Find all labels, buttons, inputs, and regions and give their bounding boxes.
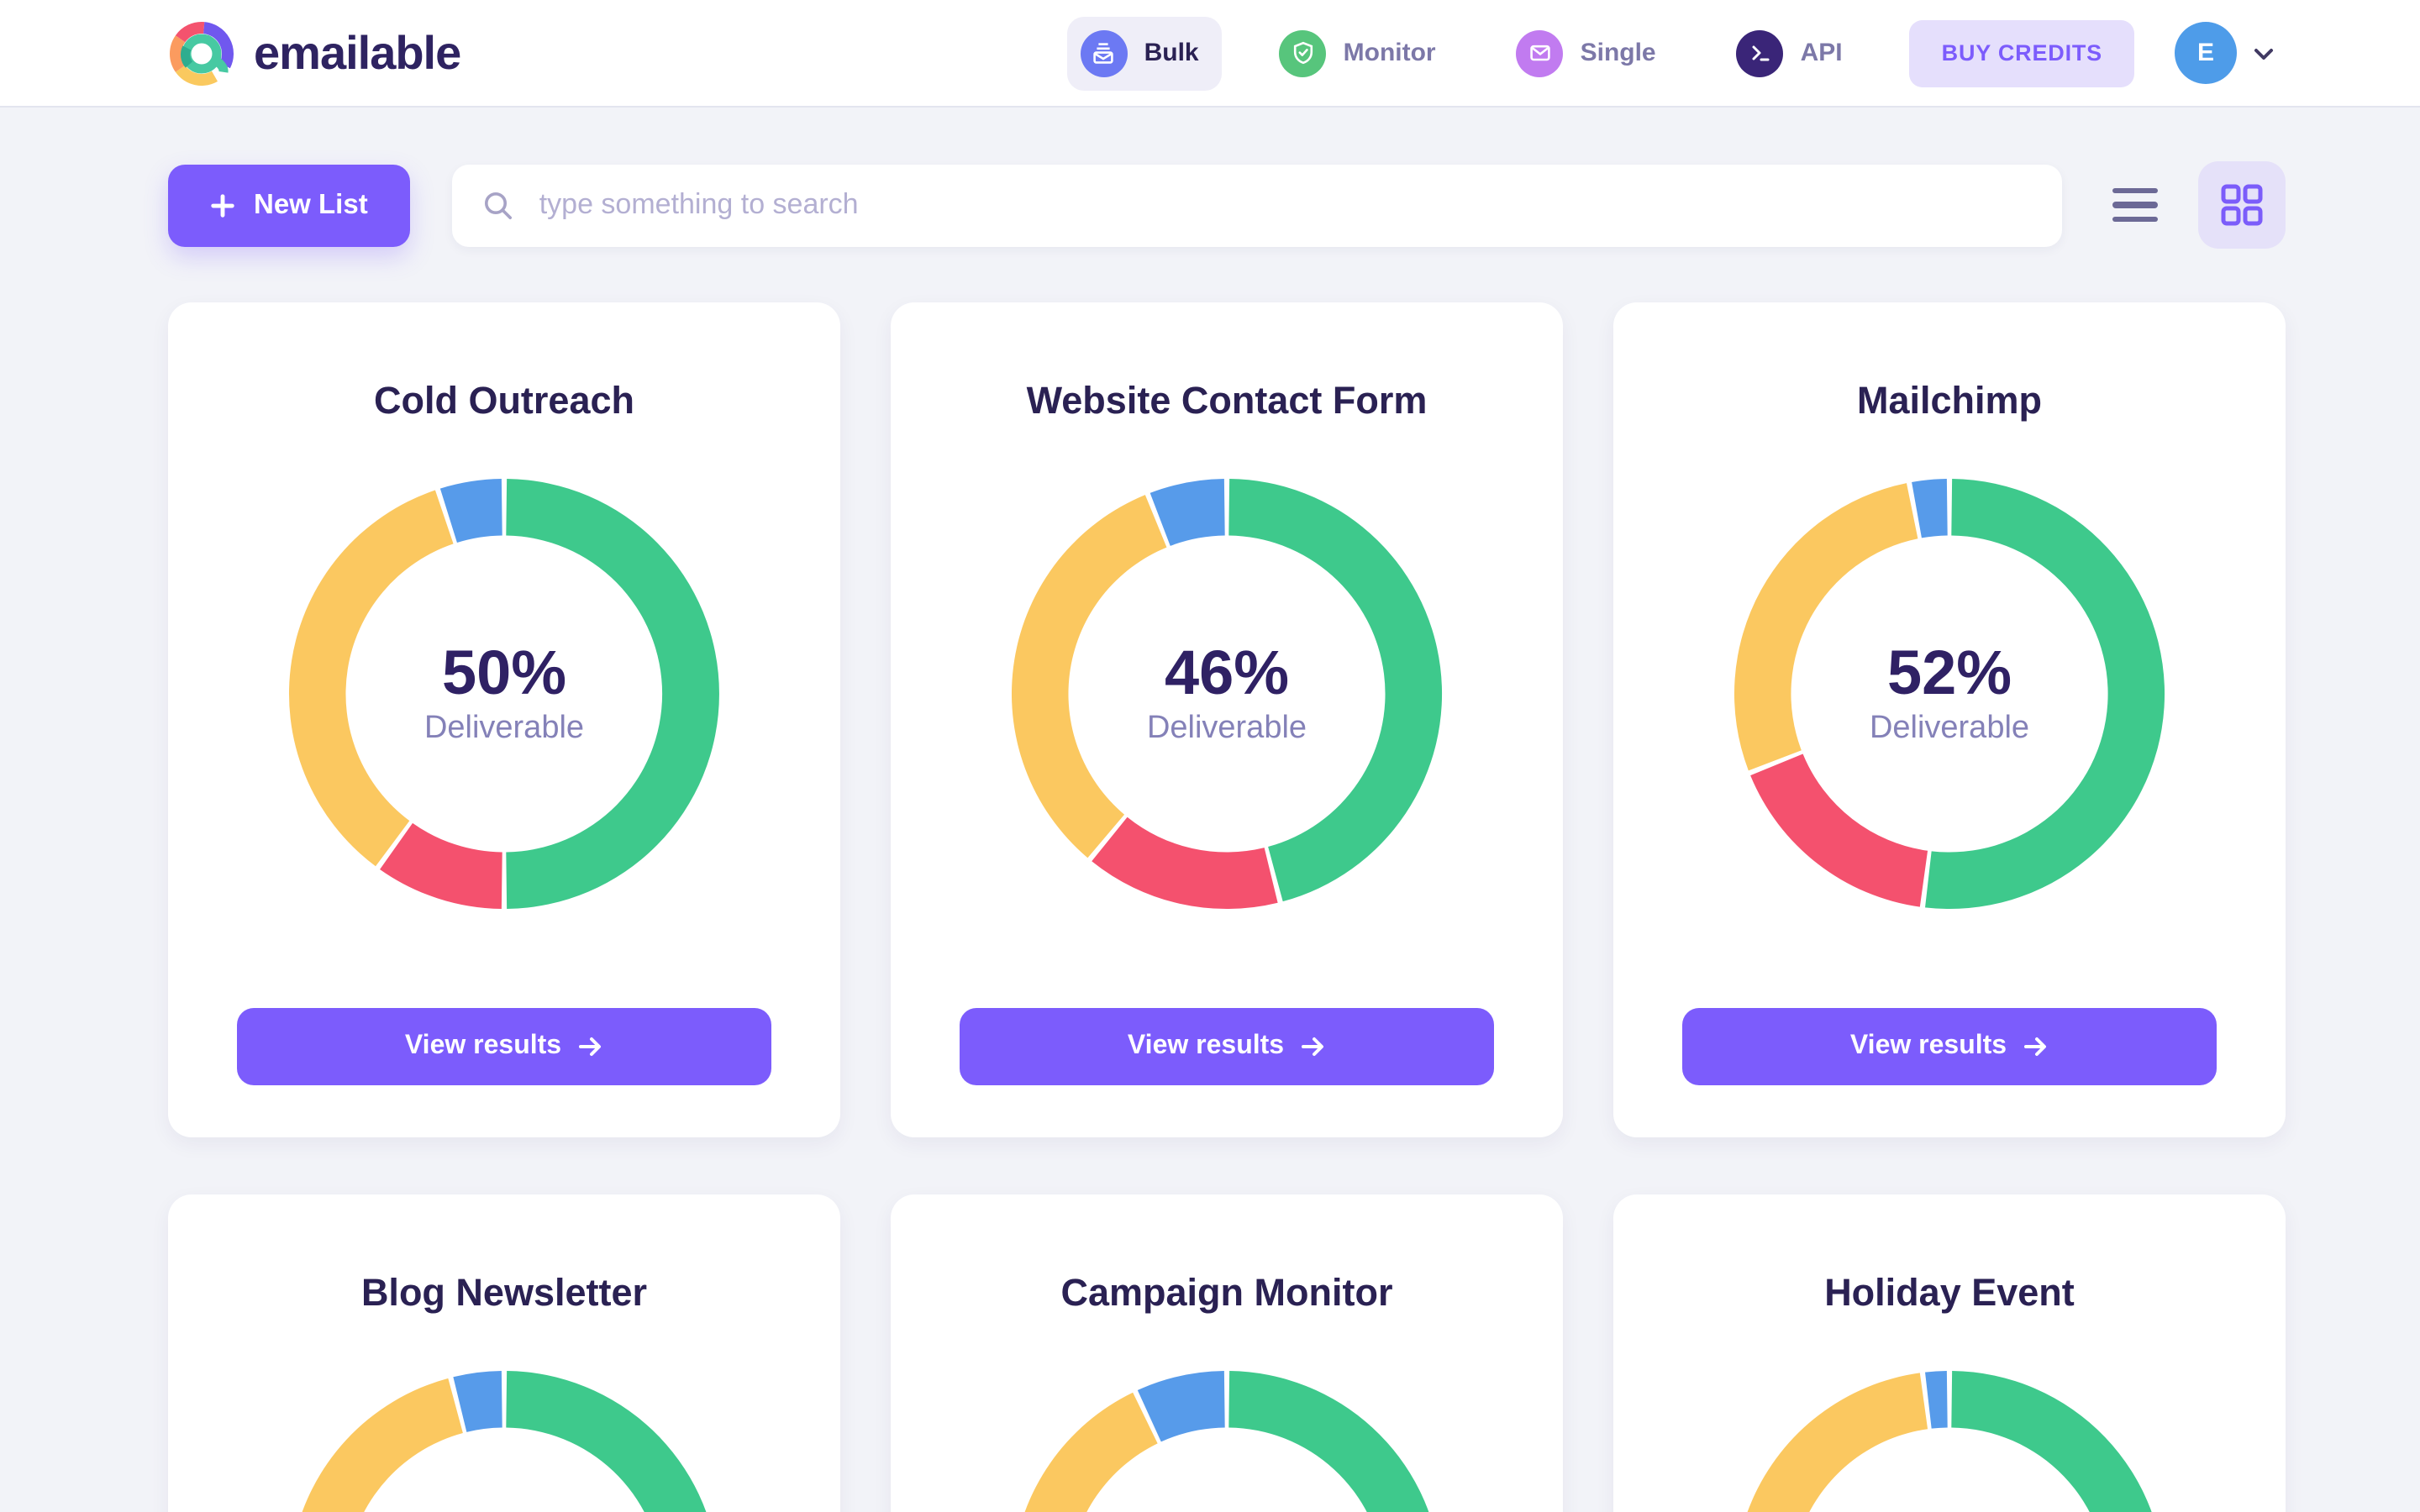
nav-item-single[interactable]: Single [1503, 16, 1680, 90]
donut-chart [287, 1369, 721, 1512]
emailable-logo-icon [170, 21, 234, 85]
new-list-label: New List [254, 189, 368, 219]
deliverable-label: Deliverable [424, 710, 585, 746]
terminal-icon [1736, 29, 1784, 76]
main-nav: Bulk Monitor Single [1066, 16, 1866, 90]
shield-check-icon [1279, 29, 1327, 76]
arrow-right-icon [1302, 1037, 1324, 1056]
deliverable-percent: 52% [1886, 638, 2012, 708]
donut-chart [1733, 1369, 2166, 1512]
nav-item-api[interactable]: API [1723, 16, 1866, 90]
envelope-icon [1516, 29, 1564, 76]
chevron-down-icon[interactable] [2252, 41, 2275, 65]
deliverable-label: Deliverable [1869, 710, 2030, 746]
top-navbar: emailable Bulk [0, 0, 2420, 108]
list-title: Blog Newsletter [360, 1272, 648, 1314]
list-card: Campaign Monitor View results [891, 1194, 1563, 1512]
bulk-mail-icon [1080, 29, 1128, 76]
deliverable-percent: 50% [441, 638, 567, 708]
brand[interactable]: emailable [168, 19, 461, 87]
list-title: Website Contact Form [1026, 380, 1428, 422]
arrow-right-icon [2024, 1037, 2047, 1056]
grid-view-icon[interactable] [2198, 161, 2286, 249]
list-card: Blog Newsletter View results [168, 1194, 840, 1512]
donut-chart: 50% Deliverable [287, 477, 721, 911]
arrow-right-icon [579, 1037, 602, 1056]
search-bar [451, 164, 2062, 246]
buy-credits-button[interactable]: BUY CREDITS [1909, 19, 2134, 87]
list-toolbar: New List [168, 161, 2286, 249]
brand-name: emailable [254, 26, 461, 78]
nav-item-monitor[interactable]: Monitor [1266, 16, 1460, 90]
account-menu[interactable]: E [2175, 22, 2275, 84]
deliverable-label: Deliverable [1146, 710, 1307, 746]
lists-grid: Cold Outreach 50% Deliverable View resul… [168, 302, 2286, 1512]
view-results-button[interactable]: View results [1682, 1008, 2217, 1085]
list-title: Cold Outreach [373, 380, 635, 422]
donut-chart [1010, 1369, 1444, 1512]
nav-label: API [1800, 39, 1843, 67]
avatar[interactable]: E [2175, 22, 2237, 84]
search-input[interactable] [451, 164, 2062, 246]
nav-label: Monitor [1343, 39, 1436, 67]
donut-chart: 46% Deliverable [1010, 477, 1444, 911]
new-list-button[interactable]: New List [168, 164, 410, 246]
list-title: Campaign Monitor [1060, 1272, 1393, 1314]
list-card: Mailchimp 52% Deliverable View results [1613, 302, 2286, 1137]
list-title: Mailchimp [1856, 380, 2043, 422]
list-card: Holiday Event View results [1613, 1194, 2286, 1512]
search-icon [484, 192, 512, 218]
list-view-icon[interactable] [2106, 181, 2165, 229]
donut-chart: 52% Deliverable [1733, 477, 2166, 911]
nav-label: Bulk [1144, 39, 1199, 67]
deliverable-percent: 46% [1164, 638, 1290, 708]
list-card: Website Contact Form 46% Deliverable Vie… [891, 302, 1563, 1137]
list-card: Cold Outreach 50% Deliverable View resul… [168, 302, 840, 1137]
view-results-button[interactable]: View results [960, 1008, 1494, 1085]
nav-label: Single [1580, 39, 1656, 67]
list-title: Holiday Event [1824, 1272, 2075, 1314]
nav-item-bulk[interactable]: Bulk [1066, 16, 1223, 90]
plus-icon [211, 193, 234, 217]
view-results-button[interactable]: View results [237, 1008, 771, 1085]
